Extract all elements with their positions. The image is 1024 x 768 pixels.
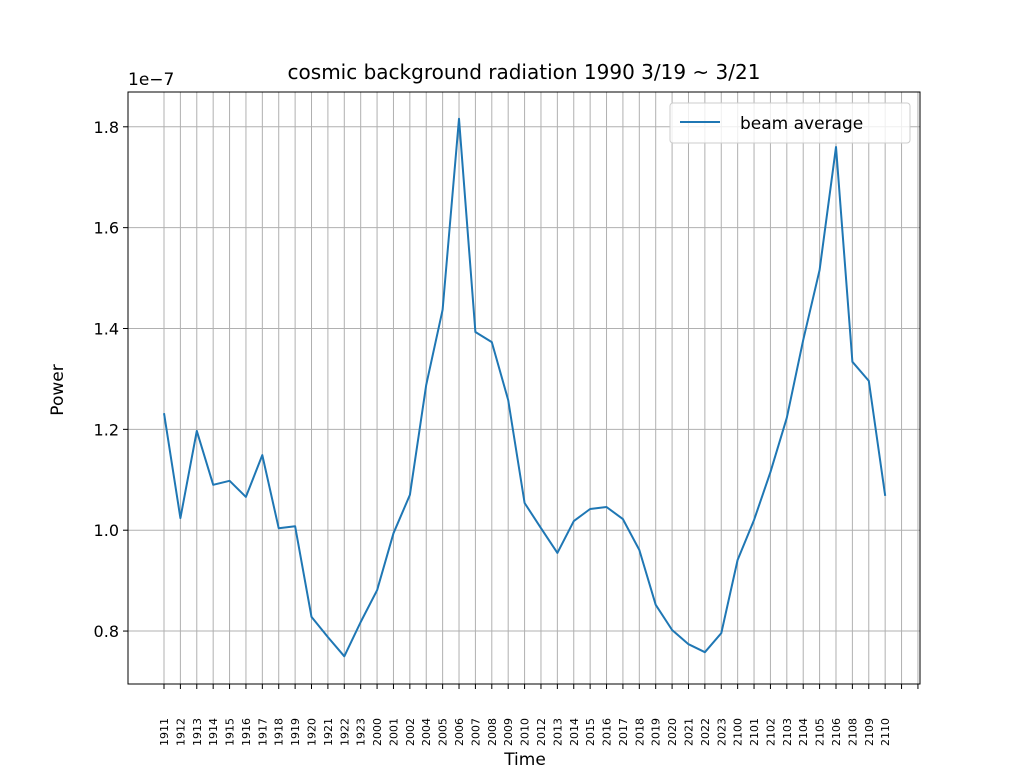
x-tick-label: 1915	[224, 718, 237, 746]
y-axis-label: Power	[48, 364, 68, 415]
x-tick-label: 2002	[404, 718, 417, 746]
x-tick-label: 2001	[387, 718, 400, 746]
y-tick-label: 1.6	[94, 219, 119, 238]
x-tick-label: 1920	[306, 718, 319, 746]
x-tick-label: 2102	[764, 718, 777, 746]
grid	[128, 92, 920, 684]
x-axis-label: Time	[503, 750, 546, 768]
y-offset-label: 1e−7	[128, 70, 174, 90]
y-tick-label: 0.8	[94, 622, 119, 641]
x-tick-label: 2012	[535, 718, 548, 746]
y-tick-label: 1.2	[94, 420, 119, 439]
x-tick-label: 2103	[781, 718, 794, 746]
x-tick-label: 2009	[502, 718, 515, 746]
x-tick-label: 2106	[830, 718, 843, 746]
x-tick-label: 1911	[158, 718, 171, 746]
x-tick-label: 1923	[355, 718, 368, 746]
x-tick-label: 2021	[682, 718, 695, 746]
x-tick-label: 2020	[666, 718, 679, 746]
x-tick-label: 2010	[519, 718, 532, 746]
x-tick-label: 2007	[469, 718, 482, 746]
x-tick-label: 1918	[273, 718, 286, 746]
x-tick-label: 1922	[338, 718, 351, 746]
x-tick-label: 2022	[699, 718, 712, 746]
x-tick-label: 2017	[617, 718, 630, 746]
y-tick-label: 1.8	[94, 118, 119, 137]
x-tick-label: 1919	[289, 718, 302, 746]
x-tick-label: 2004	[420, 718, 433, 746]
x-tick-label: 2014	[568, 718, 581, 746]
x-tick-label: 1917	[256, 718, 269, 746]
legend-box	[669, 102, 911, 144]
x-tick-label: 2023	[715, 718, 728, 746]
x-tick-label: 2110	[879, 718, 892, 746]
axes-frame	[127, 91, 921, 685]
x-tick-label: 1912	[174, 718, 187, 746]
chart-title: cosmic background radiation 1990 3/19 ~ …	[288, 60, 761, 84]
x-tick-label: 2015	[584, 718, 597, 746]
x-tick-label: 2019	[650, 718, 663, 746]
x-tick-label: 2104	[797, 718, 810, 746]
legend: beam average	[669, 102, 911, 144]
x-tick-label: 1921	[322, 718, 335, 746]
x-tick-label: 2100	[732, 718, 745, 746]
x-tick-label: 2018	[633, 718, 646, 746]
x-tick-label: 1916	[240, 718, 253, 746]
x-tick-label: 2108	[846, 718, 859, 746]
y-tick-label: 1.0	[94, 521, 119, 540]
x-tick-label: 2006	[453, 718, 466, 746]
x-tick-label: 2105	[814, 718, 827, 746]
x-tick-label: 2005	[437, 718, 450, 746]
x-tick-label: 2101	[748, 718, 761, 746]
x-tick-label: 2013	[551, 718, 564, 746]
x-tick-label: 2000	[371, 718, 384, 746]
x-tick-label: 2016	[601, 718, 614, 746]
axis-ticks: 1911 1912 1913 1914 1915 1916 1917 1918 1919 1920…	[94, 118, 919, 746]
x-tick-label: 2109	[863, 718, 876, 746]
x-tick-label: 1914	[207, 718, 220, 746]
series-line-beam-average	[163, 117, 887, 658]
legend-label: beam average	[740, 114, 863, 134]
y-tick-label: 1.4	[94, 319, 119, 338]
x-tick-label: 2008	[486, 718, 499, 746]
x-tick-label: 1913	[191, 718, 204, 746]
